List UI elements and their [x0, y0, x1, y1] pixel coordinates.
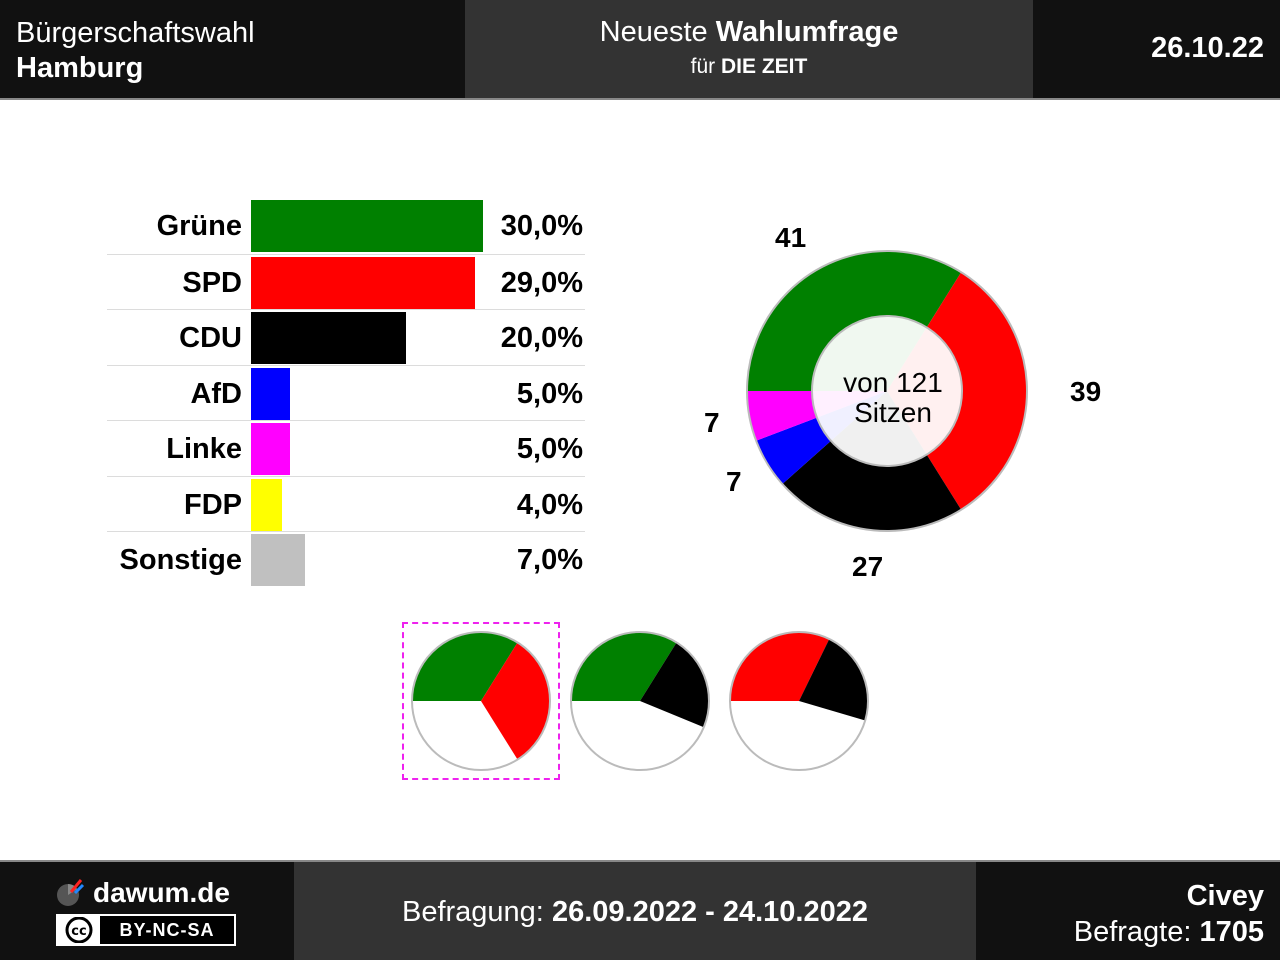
coalition-pie-outline — [729, 631, 869, 771]
seat-label-afd: 7 — [726, 466, 742, 497]
coalition-selection-frame — [402, 622, 560, 780]
election-title: Bürgerschaftswahl Hamburg — [0, 0, 464, 98]
bar-gruene — [251, 200, 483, 252]
license-text: BY-NC-SA — [100, 916, 234, 944]
bar-category-label: Sonstige — [119, 544, 242, 576]
bar-category-label: CDU — [179, 322, 242, 354]
bar-fdp — [251, 478, 282, 531]
seat-donut-chart — [746, 250, 1028, 532]
cc-icon: cc — [58, 916, 100, 944]
survey-period-label: Befragung: — [401, 896, 552, 928]
donut-center-label: von 121 Sitzen — [818, 368, 968, 428]
poll-date: 26.10.22 — [1034, 0, 1280, 98]
donut-center-line2: Sitzen — [854, 397, 932, 428]
site-name: dawum.de — [93, 877, 230, 908]
bar-cdu — [251, 312, 406, 364]
site-logo[interactable]: dawum.de — [55, 877, 230, 908]
bar-value-label: 20,0% — [500, 322, 583, 354]
poll-title-main: Wahlumfrage — [715, 16, 899, 48]
donut-hole — [811, 315, 963, 467]
bar-category-label: AfD — [190, 377, 242, 410]
header: Bürgerschaftswahl Hamburg Neueste Wahlum… — [0, 0, 1280, 100]
bar-value-label: 4,0% — [516, 488, 583, 521]
seat-label-gruene: 41 — [775, 222, 807, 253]
coalition-pie-outline — [570, 631, 710, 771]
bar-row-spd: SPD 29,0% — [107, 253, 585, 310]
respondents-count: 1705 — [1199, 916, 1264, 948]
coalition-slice-cdu — [799, 639, 868, 721]
donut-center-line1: von 121 — [843, 367, 943, 398]
bar-value-label: 30,0% — [500, 210, 583, 242]
bar-chart: Grüne 30,0% SPD 29,0% CDU 20,0% AfD 5,0% Linke 5,… — [107, 198, 585, 587]
license-badge[interactable]: cc BY-NC-SA — [56, 914, 236, 946]
seat-label-cdu: 27 — [852, 551, 884, 582]
coalition-charts[interactable] — [0, 0, 1280, 860]
coalition-pie-outline — [411, 631, 551, 771]
bar-category-label: FDP — [184, 488, 242, 521]
bar-row-sonstige: Sonstige 7,0% — [107, 531, 585, 587]
coalition-pie-gruene-cdu[interactable] — [570, 631, 710, 771]
poll-title-prefix: Neueste — [599, 16, 716, 48]
institute-info: Civey Befragte: 1705 — [977, 862, 1280, 960]
bar-value-label: 7,0% — [516, 544, 583, 576]
bar-row-afd: AfD 5,0% — [107, 364, 585, 421]
coalition-slice-cdu — [640, 642, 709, 728]
bar-value-label: 5,0% — [516, 433, 583, 465]
seat-label-spd: 39 — [1070, 376, 1102, 407]
bar-value-label: 29,0% — [500, 266, 583, 299]
bar-row-fdp: FDP 4,0% — [107, 475, 585, 532]
institute-name: Civey — [1186, 880, 1264, 912]
bar-row-cdu: CDU 20,0% — [107, 309, 585, 365]
client-prefix: für — [690, 55, 721, 78]
footer: dawum.de cc BY-NC-SA Befragung: 26.09.20… — [0, 860, 1280, 960]
coalition-slice-gruene — [571, 631, 677, 701]
coalition-pie-gruene-spd[interactable] — [411, 631, 551, 771]
bar-linke — [251, 423, 290, 475]
coalition-slice-spd — [481, 642, 551, 760]
bar-afd — [251, 367, 290, 420]
election-region: Hamburg — [16, 52, 144, 84]
footer-brand: dawum.de cc BY-NC-SA — [0, 862, 293, 960]
poll-title: Neueste Wahlumfrage für DIE ZEIT — [465, 0, 1033, 98]
seat-label-linke: 7 — [704, 407, 720, 438]
survey-period: Befragung: 26.09.2022 - 24.10.2022 — [294, 862, 976, 960]
coalition-slice-gruene — [412, 632, 518, 701]
bar-category-label: Linke — [166, 433, 242, 465]
election-name: Bürgerschaftswahl — [16, 17, 255, 49]
survey-period-value: 26.09.2022 - 24.10.2022 — [551, 896, 868, 928]
donut-outline — [746, 250, 1028, 532]
svg-text:cc: cc — [71, 924, 86, 939]
client-name: DIE ZEIT — [721, 55, 808, 78]
coalition-pie-spd-cdu[interactable] — [729, 631, 869, 771]
dawum-logo-icon — [57, 879, 85, 906]
bar-sonstige — [251, 534, 306, 586]
bar-row-gruene: Grüne 30,0% — [107, 198, 585, 254]
bar-spd — [251, 256, 476, 309]
bar-row-linke: Linke 5,0% — [107, 420, 585, 476]
bar-category-label: SPD — [182, 266, 242, 299]
respondents-label: Befragte: — [1073, 916, 1200, 948]
bar-value-label: 5,0% — [516, 377, 583, 410]
bar-category-label: Grüne — [156, 210, 242, 242]
